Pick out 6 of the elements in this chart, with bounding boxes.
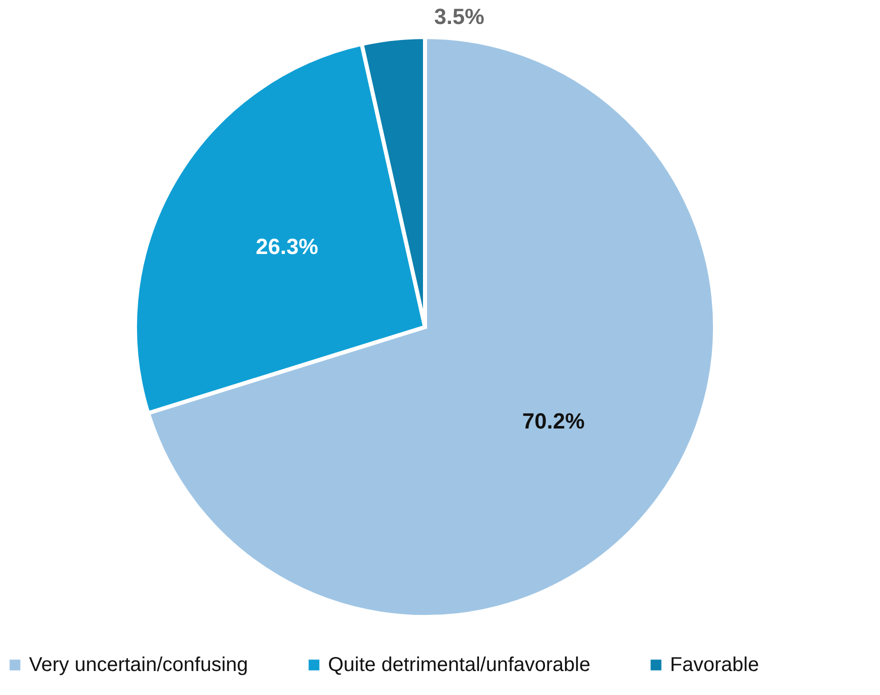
data-label: 3.5% <box>434 4 484 29</box>
data-label: 70.2% <box>522 408 585 434</box>
legend-label: Quite detrimental/unfavorable <box>328 654 590 676</box>
legend-label: Favorable <box>670 654 759 676</box>
legend-label: Very uncertain/confusing <box>29 654 248 676</box>
data-label: 26.3% <box>256 234 318 260</box>
